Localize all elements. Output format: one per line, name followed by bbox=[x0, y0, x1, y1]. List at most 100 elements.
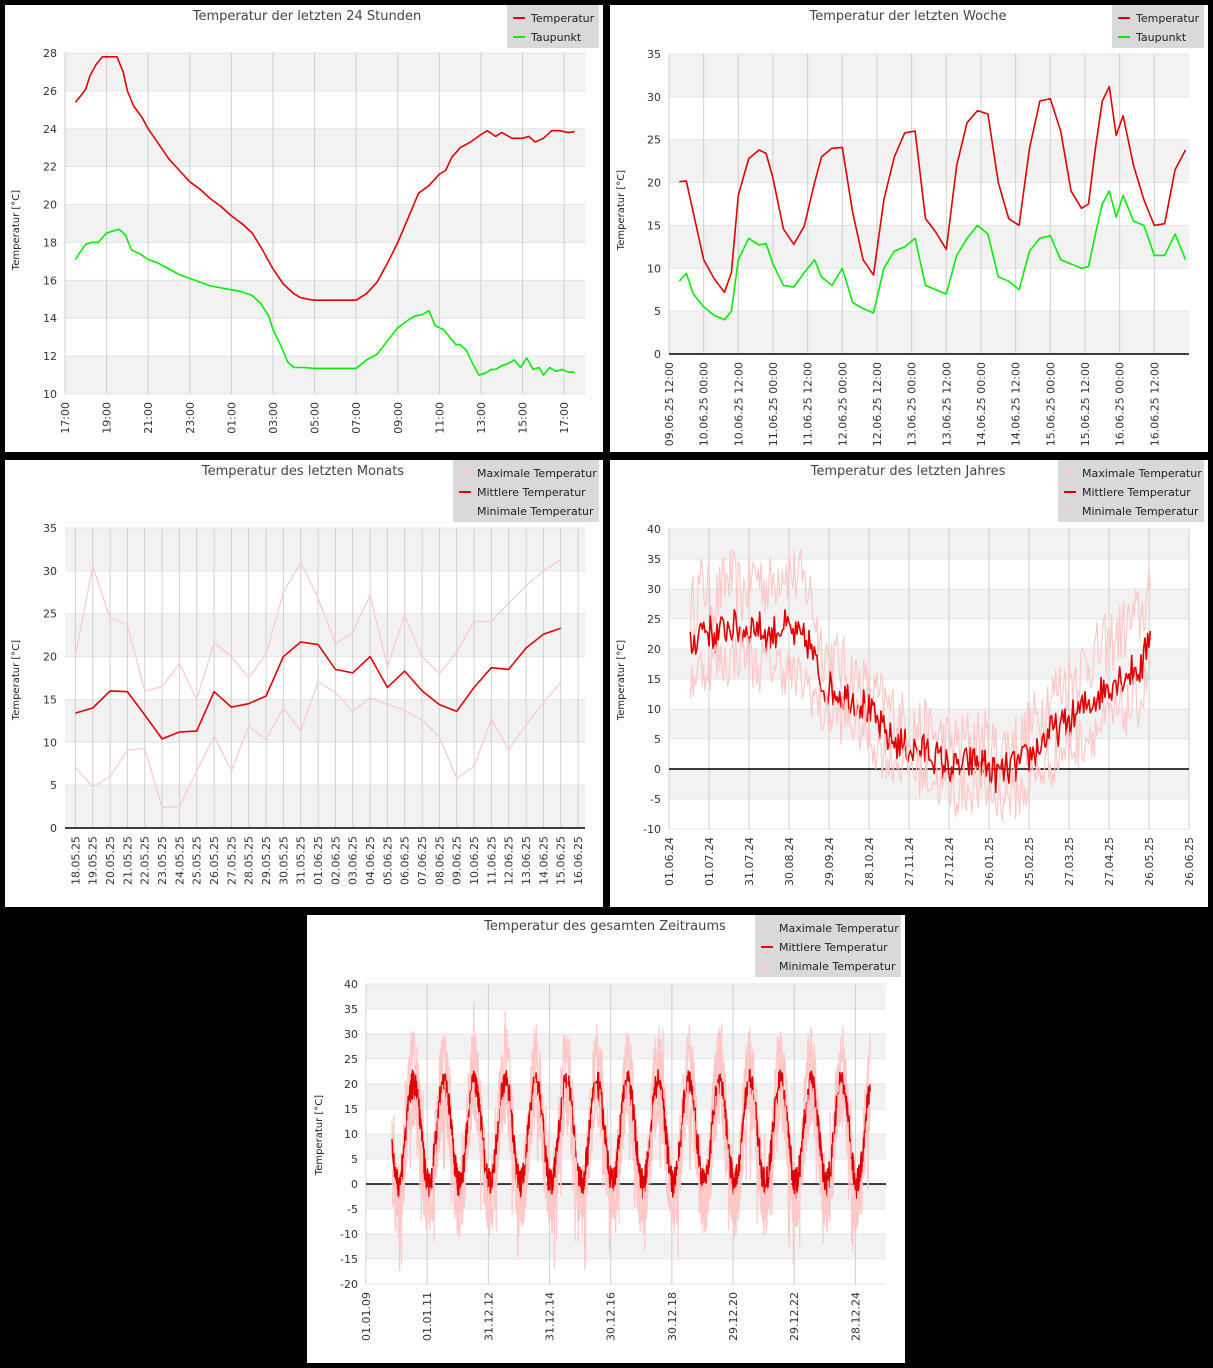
x-tick-label: 03.06.25 bbox=[347, 836, 360, 885]
x-tick-label: 13.06.25 12:00 bbox=[940, 362, 953, 446]
x-tick-label: 13:00 bbox=[475, 402, 488, 434]
x-tick-label: 26.06.25 bbox=[1183, 837, 1196, 886]
y-tick-label: 28 bbox=[43, 47, 57, 60]
grid-band bbox=[669, 769, 1189, 799]
x-tick-label: 28.12.24 bbox=[849, 1292, 862, 1341]
x-tick-label: 09.06.25 bbox=[451, 836, 464, 885]
y-tick-label: 30 bbox=[647, 91, 661, 104]
grid-band bbox=[366, 1184, 886, 1209]
x-tick-label: 31.05.25 bbox=[295, 836, 308, 885]
chart-title-all: Temperatur des gesamten Zeitraums bbox=[483, 919, 726, 934]
series-line-0 bbox=[679, 85, 1187, 294]
y-tick-label: 30 bbox=[43, 565, 57, 578]
x-tick-label: 01:00 bbox=[225, 402, 238, 434]
x-tick-label: 16.06.25 00:00 bbox=[1114, 362, 1127, 446]
y-tick-label: 12 bbox=[43, 350, 57, 363]
y-tick-label: 35 bbox=[647, 553, 661, 566]
series-line-0 bbox=[689, 549, 1151, 780]
x-tick-label: 30.05.25 bbox=[277, 836, 290, 885]
x-tick-label: 17:00 bbox=[558, 402, 571, 434]
series-line-1 bbox=[678, 190, 1187, 321]
y-tick-label: -5 bbox=[650, 793, 661, 806]
x-tick-label: 26.01.25 bbox=[983, 837, 996, 886]
y-tick-label: 0 bbox=[654, 763, 661, 776]
plot-area-all: -20 -15 -10 -5 0 5 10 15 20 25 30 35 40 01.01.09 01.01… bbox=[340, 978, 886, 1341]
grid-band bbox=[366, 984, 886, 1009]
legend-label: Maximale Temperatur bbox=[477, 467, 597, 480]
x-tick-label: 29.09.24 bbox=[823, 837, 836, 886]
x-tick-label: 27.12.24 bbox=[943, 837, 956, 886]
y-tick-label: 15 bbox=[43, 693, 57, 706]
legend-year: Maximale Temperatur Mittlere Temperatur Mi… bbox=[1058, 460, 1204, 522]
y-tick-label: 30 bbox=[344, 1028, 358, 1041]
x-tick-label: 07.06.25 bbox=[416, 836, 429, 885]
x-tick-label: 01.01.11 bbox=[421, 1292, 434, 1341]
grid-band bbox=[669, 529, 1189, 559]
y-tick-label: 5 bbox=[654, 305, 661, 318]
legend-box bbox=[453, 460, 599, 522]
grid-band bbox=[65, 204, 585, 243]
y-tick-label: 16 bbox=[43, 274, 57, 287]
x-tick-label: 22.05.25 bbox=[139, 836, 152, 885]
x-tick-label: 17:00 bbox=[59, 402, 72, 434]
x-tick-label: 14.06.25 bbox=[537, 836, 550, 885]
y-tick-label: 26 bbox=[43, 85, 57, 98]
chart-panel-day: 10 12 14 16 18 20 22 24 26 28 17:00 19:00 21:00 23:00… bbox=[5, 5, 603, 452]
y-axis-label-day: Temperatur [°C] bbox=[11, 190, 22, 271]
x-tick-label: 07:00 bbox=[350, 402, 363, 434]
y-tick-label: 15 bbox=[647, 673, 661, 686]
x-tick-label: 13.06.25 bbox=[520, 836, 533, 885]
legend-label: Maximale Temperatur bbox=[1082, 467, 1202, 480]
series-line-2 bbox=[391, 1078, 871, 1271]
x-tick-label: 09.06.25 12:00 bbox=[663, 362, 676, 446]
x-tick-label: 30.12.16 bbox=[605, 1292, 618, 1341]
x-tick-label: 15.06.25 bbox=[555, 836, 568, 885]
plot-area-day: 10 12 14 16 18 20 22 24 26 28 17:00 19:00 21:00 23:00… bbox=[43, 47, 585, 434]
x-tick-label: 01.06.24 bbox=[663, 837, 676, 886]
x-tick-label: 31.12.12 bbox=[482, 1292, 495, 1341]
y-tick-label: 0 bbox=[654, 348, 661, 361]
y-tick-label: 20 bbox=[647, 643, 661, 656]
plot-area-week: 0 5 10 15 20 25 30 35 09.06.25 12:00 10.06.25 00:… bbox=[647, 48, 1189, 446]
legend-box bbox=[1058, 460, 1204, 522]
y-tick-label: -10 bbox=[643, 823, 661, 836]
x-tick-label: 28.10.24 bbox=[863, 837, 876, 886]
chart-all: -20 -15 -10 -5 0 5 10 15 20 25 30 35 40 01.01.09 01.01… bbox=[314, 915, 901, 1341]
x-tick-label: 28.05.25 bbox=[243, 836, 256, 885]
legend-label: Minimale Temperatur bbox=[1082, 505, 1199, 518]
x-tick-label: 29.12.22 bbox=[788, 1292, 801, 1341]
x-tick-label: 11.06.25 bbox=[485, 836, 498, 885]
legend-label: Taupunkt bbox=[1135, 31, 1187, 44]
grid-band bbox=[65, 613, 585, 657]
chart-month: 0 5 10 15 20 25 30 35 18.05.25 19.05.25 20.05.25 21… bbox=[11, 460, 599, 885]
x-tick-label: 15.06.25 00:00 bbox=[1044, 362, 1057, 446]
legend-label: Temperatur bbox=[1135, 12, 1200, 25]
y-tick-label: -15 bbox=[340, 1253, 358, 1266]
x-tick-label: 01.01.09 bbox=[360, 1292, 373, 1341]
grid-band bbox=[65, 785, 585, 828]
x-tick-label: 10.06.25 12:00 bbox=[732, 362, 745, 446]
y-tick-label: 20 bbox=[43, 199, 57, 212]
x-tick-label: 06.06.25 bbox=[399, 836, 412, 885]
legend-all: Maximale Temperatur Mittlere Temperatur Mi… bbox=[755, 915, 901, 977]
x-tick-label: 12.06.25 00:00 bbox=[836, 362, 849, 446]
chart-panel-week: 0 5 10 15 20 25 30 35 09.06.25 12:00 10.06.25 00:… bbox=[610, 5, 1208, 452]
legend-label: Mittlere Temperatur bbox=[779, 941, 888, 954]
x-tick-label: 11.06.25 00:00 bbox=[767, 362, 780, 446]
grid-band bbox=[669, 139, 1189, 183]
y-tick-label: 24 bbox=[43, 123, 57, 136]
chart-year: -10 -5 0 5 10 15 20 25 30 35 40 01.06.24 01.07.24 31.… bbox=[616, 460, 1204, 886]
y-tick-label: 35 bbox=[647, 48, 661, 61]
y-tick-label: 18 bbox=[43, 236, 57, 249]
legend-month: Maximale Temperatur Mittlere Temperatur Mi… bbox=[453, 460, 599, 522]
x-tick-label: 25.02.25 bbox=[1023, 837, 1036, 886]
x-tick-label: 30.12.18 bbox=[666, 1292, 679, 1341]
legend-day: Temperatur Taupunkt bbox=[507, 5, 599, 48]
series-line-1 bbox=[689, 609, 1152, 794]
x-tick-label: 10.06.25 bbox=[468, 836, 481, 885]
chart-panel-month: 0 5 10 15 20 25 30 35 18.05.25 19.05.25 20.05.25 21… bbox=[5, 460, 603, 907]
y-tick-label: -10 bbox=[340, 1228, 358, 1241]
chart-week: 0 5 10 15 20 25 30 35 09.06.25 12:00 10.06.25 00:… bbox=[616, 5, 1204, 446]
y-axis-label-month: Temperatur [°C] bbox=[11, 640, 22, 721]
legend-box bbox=[1112, 5, 1204, 48]
